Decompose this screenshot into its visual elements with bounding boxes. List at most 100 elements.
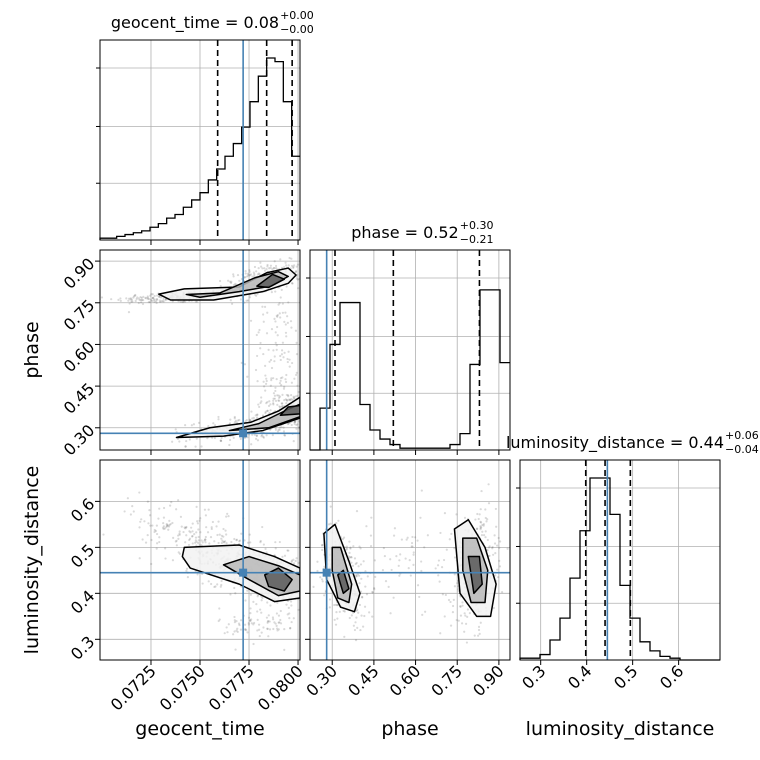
sample-point (494, 552, 497, 555)
sample-point (329, 505, 332, 508)
sample-point (350, 561, 353, 564)
sample-point (244, 628, 247, 631)
sample-point (366, 575, 369, 578)
sample-point (142, 295, 145, 299)
sample-point (349, 546, 352, 549)
sample-point (257, 331, 260, 334)
sample-point (460, 622, 464, 625)
sample-point (292, 265, 295, 268)
sample-point (295, 373, 298, 377)
sample-point (288, 398, 292, 401)
sample-point (261, 525, 264, 529)
sample-point (273, 317, 276, 320)
sample-point (259, 401, 262, 405)
sample-point (249, 611, 252, 615)
sample-point (337, 519, 340, 522)
sample-point (289, 627, 292, 630)
sample-point (355, 609, 358, 612)
sample-point (207, 425, 210, 428)
sample-point (278, 405, 281, 408)
sample-point (411, 535, 414, 539)
sample-point (259, 265, 263, 268)
sample-point (225, 533, 228, 536)
sample-point (137, 301, 140, 305)
sample-point (498, 546, 501, 550)
sample-point (157, 517, 160, 520)
sample-point (256, 413, 259, 416)
sample-point (497, 536, 500, 540)
sample-point (479, 621, 482, 624)
sample-point (204, 541, 207, 544)
contour-geocent_time_luminosity_distance (263, 567, 293, 592)
sample-point (289, 320, 293, 323)
sample-point (211, 520, 214, 524)
sample-point (184, 445, 187, 448)
sample-point (498, 559, 501, 562)
sample-point (287, 394, 290, 397)
sample-point (482, 522, 485, 526)
sample-point (238, 418, 241, 422)
sample-point (130, 300, 133, 303)
sample-point (256, 273, 259, 276)
sample-point (228, 422, 232, 425)
sample-point (236, 630, 239, 633)
sample-point (414, 536, 417, 539)
x-tick-label-geocent_time: 0.0750 (156, 661, 209, 714)
sample-point (383, 554, 386, 558)
sample-point (273, 355, 276, 358)
sample-point (295, 341, 298, 344)
sample-point (296, 423, 299, 426)
sample-point (270, 366, 274, 370)
sample-point (285, 373, 288, 377)
sample-point (229, 438, 232, 442)
sample-point (274, 320, 277, 323)
sample-point (348, 616, 351, 620)
sample-point (253, 265, 257, 269)
sample-point (406, 536, 409, 539)
sample-point (392, 596, 395, 599)
sample-point (178, 552, 181, 555)
sample-point (301, 420, 303, 422)
sample-point (256, 439, 260, 442)
sample-point (235, 538, 238, 541)
sample-point (275, 267, 278, 270)
sample-point (384, 580, 388, 583)
sample-point (216, 533, 219, 537)
sample-point (168, 523, 171, 527)
sample-point (437, 574, 440, 577)
sample-point (290, 604, 293, 607)
sample-point (208, 542, 211, 545)
sample-point (146, 297, 150, 300)
sample-point (177, 499, 180, 502)
sample-point (145, 297, 148, 300)
sample-point (308, 574, 310, 576)
sample-point (355, 561, 358, 565)
sample-point (494, 507, 497, 511)
sample-point (285, 603, 288, 606)
sample-point (119, 299, 122, 302)
sample-point (158, 507, 161, 510)
sample-point (271, 616, 275, 619)
sample-point (262, 380, 265, 383)
sample-point (160, 300, 163, 303)
sample-point (164, 557, 167, 560)
sample-point (151, 524, 154, 527)
sample-point (456, 582, 459, 585)
sample-point (166, 523, 169, 527)
sample-point (272, 618, 275, 621)
sample-point (135, 297, 138, 301)
sample-point (189, 531, 192, 534)
sample-point (381, 569, 385, 572)
sample-point (264, 374, 267, 377)
sample-point (352, 624, 355, 627)
sample-point (290, 264, 294, 267)
sample-point (191, 530, 194, 533)
sample-point (348, 551, 351, 555)
sample-point (266, 627, 269, 630)
sample-point (140, 299, 144, 302)
sample-point (244, 270, 247, 273)
sample-point (279, 316, 282, 319)
sample-point (439, 632, 442, 635)
sample-point (268, 620, 271, 623)
sample-point (161, 526, 165, 529)
